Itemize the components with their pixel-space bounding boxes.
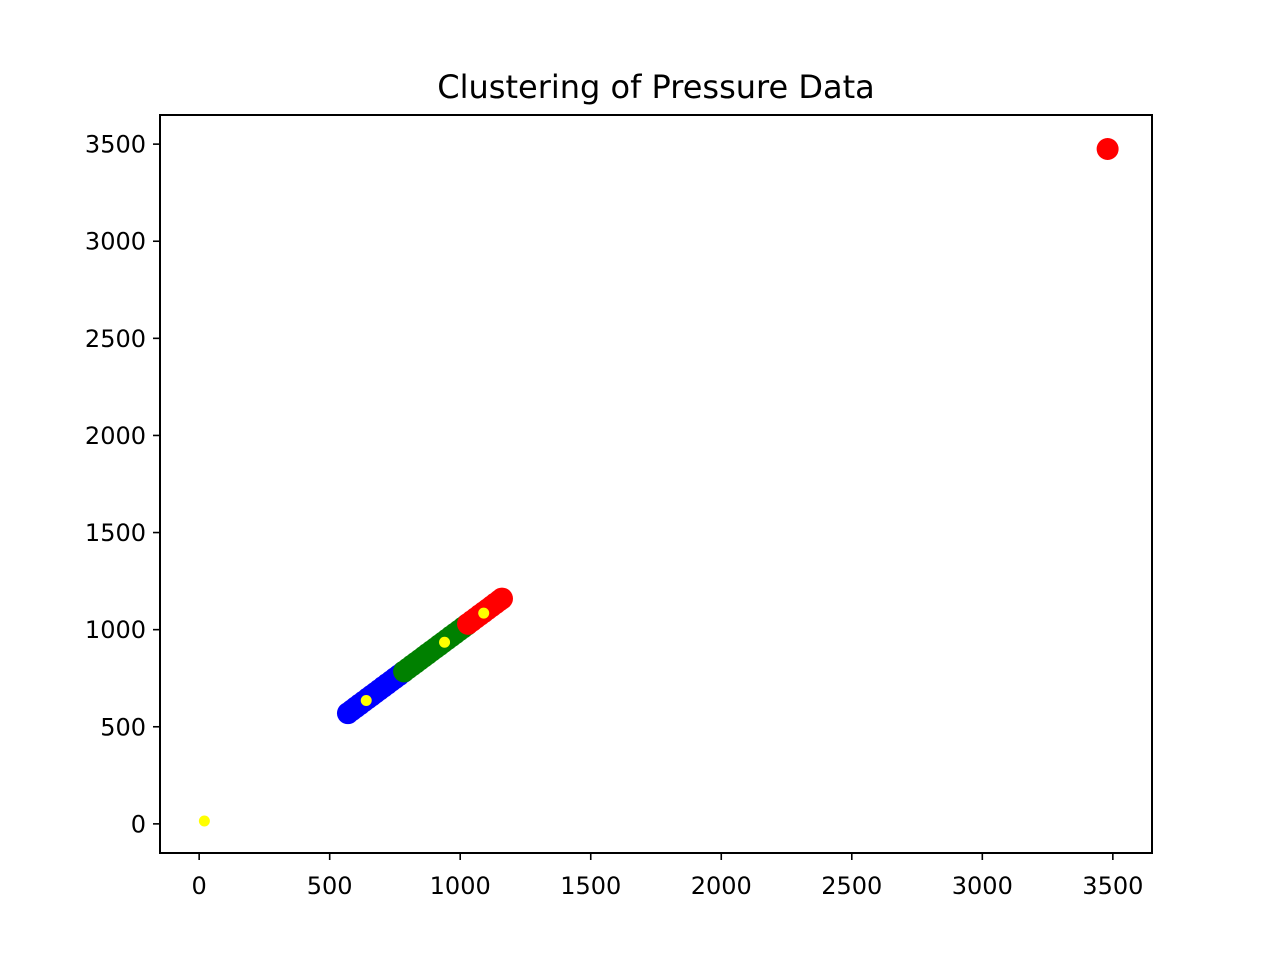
x-tick-label-2: 1000 [430, 872, 491, 900]
plot-frame [159, 114, 1153, 854]
y-tick-label-3: 1500 [85, 519, 146, 547]
data-point-s3-1 [360, 695, 372, 707]
y-tick-label-6: 3000 [85, 228, 146, 256]
x-tick-label-4: 2000 [691, 872, 752, 900]
x-tick-label-1: 500 [307, 872, 353, 900]
y-tick-label-4: 2000 [85, 422, 146, 450]
data-point-s2-10 [1096, 137, 1119, 160]
axis-ticks: 0 500 1000 1500 2000 2500 3000 3500 0 500 1000 1500… [85, 131, 1143, 900]
y-tick-label-0: 0 [131, 810, 146, 838]
y-tick-label-5: 2500 [85, 325, 146, 353]
x-tick-label-7: 3500 [1082, 872, 1143, 900]
data-points [198, 137, 1119, 827]
chart-title: Clustering of Pressure Data [437, 68, 874, 106]
x-tick-label-0: 0 [192, 872, 207, 900]
y-tick-label-2: 1000 [85, 616, 146, 644]
x-tick-label-5: 2500 [821, 872, 882, 900]
data-point-s3-3 [478, 607, 490, 619]
y-tick-label-1: 500 [100, 713, 146, 741]
x-tick-label-6: 3000 [952, 872, 1013, 900]
data-point-s2-9 [490, 587, 513, 610]
x-tick-label-3: 1500 [560, 872, 621, 900]
data-point-s3-2 [439, 636, 451, 648]
data-point-s3-0 [198, 815, 210, 827]
y-tick-label-7: 3500 [85, 131, 146, 159]
